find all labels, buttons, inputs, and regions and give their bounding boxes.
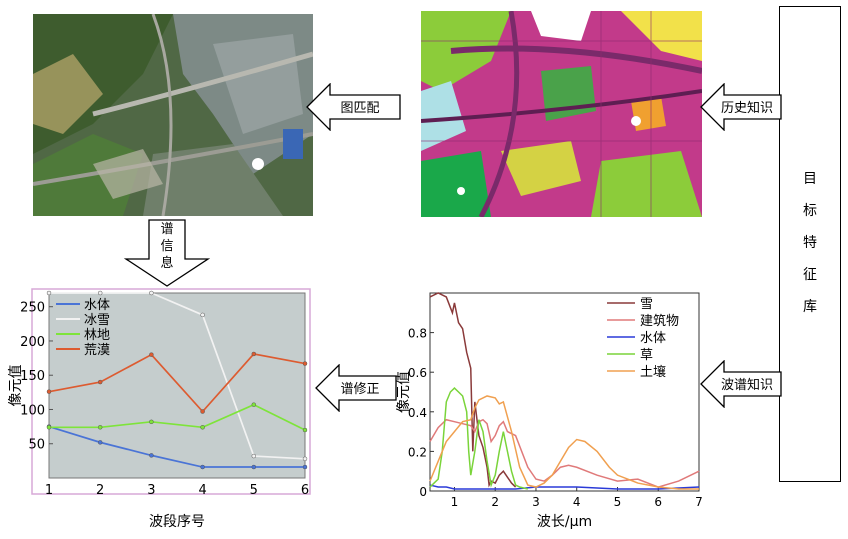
image-match-arrow [306,83,401,131]
x-tick-label: 1 [45,483,53,498]
data-point [302,361,308,366]
legend-label: 草 [640,348,653,363]
data-point [149,352,154,357]
y-tick-label: 0.6 [408,366,427,380]
feature-library-label: 目 标 特 征 库 [803,171,817,315]
spectral-info-label: 谱 信 息 [160,222,174,271]
legend-label: 荒漠 [84,343,110,358]
x-axis-label: 波段序号 [149,514,205,530]
y-tick-label: 0 [419,485,427,499]
x-tick-label: 2 [96,483,104,498]
series-line [48,353,306,413]
history-knowledge-arrow [700,83,782,131]
history-knowledge-label: 历史知识 [720,101,773,116]
data-point [302,464,308,470]
x-tick-label: 1 [451,495,459,509]
data-point [149,419,154,425]
data-point [200,312,205,318]
y-axis-label: 像元值 [8,365,24,407]
x-tick-label: 6 [654,495,662,509]
x-tick-label: 2 [491,495,499,509]
y-tick-label: 100 [20,403,45,418]
legend-label: 林地 [84,328,110,343]
data-point [46,389,52,394]
legend-label: 建筑物 [640,313,679,329]
data-point [251,402,257,407]
data-point [200,409,205,414]
data-point [200,425,205,430]
data-point [302,427,308,433]
legend-label: 土壤 [640,364,666,380]
y-tick-label: 0.2 [408,445,427,459]
chart-frame [31,288,311,495]
series-line [49,403,306,431]
legend-label: 雪 [640,297,653,312]
plot-area [48,292,306,479]
data-point [200,464,205,470]
x-tick-label: 5 [250,483,258,498]
x-tick-label: 3 [532,495,540,509]
x-tick-label: 4 [573,495,581,509]
x-tick-label: 5 [614,495,622,509]
y-tick-label: 0.8 [408,327,427,341]
spectral-info-arrow [124,219,210,287]
data-point [46,290,52,296]
series-line [429,395,699,490]
data-point [251,464,257,470]
data-point [46,425,52,430]
series-line [49,292,306,460]
y-tick-label: 200 [20,335,45,350]
data-point [97,379,103,385]
spectral-knowledge-label: 波谱知识 [720,378,773,393]
data-point [251,453,257,459]
x-tick-label: 6 [301,483,309,498]
y-tick-label: 150 [20,369,45,384]
y-tick-label: 0.4 [408,406,427,420]
x-tick-label: 4 [198,483,206,498]
data-point [149,290,154,296]
legend-label: 冰雪 [84,313,110,328]
legend-label: 水体 [640,331,666,346]
satellite-image [33,14,313,216]
x-tick-label: 3 [147,483,155,498]
series-line [48,425,305,468]
spectral-correction-label: 谱修正 [340,382,380,397]
x-axis-label: 波长/μm [537,514,592,530]
series-line [429,292,517,488]
data-point [97,425,103,430]
spectral-correction-arrow [315,364,397,412]
data-point [149,453,154,458]
plot-area [429,292,700,492]
spectral-knowledge-arrow [700,360,782,408]
data-point [97,440,103,445]
data-point [302,456,308,462]
legend-label: 水体 [84,298,110,313]
series-line [429,484,700,490]
x-tick-label: 7 [695,495,703,509]
classification-map [421,11,702,217]
data-point [251,351,257,357]
feature-library-box: 目 标 特 征 库 [779,6,841,482]
series-line [429,386,528,490]
image-match-label: 图匹配 [340,101,380,116]
data-point [97,290,103,296]
y-axis-label: 像元值 [396,371,412,413]
y-tick-label: 250 [20,301,45,316]
y-tick-label: 50 [28,438,45,453]
